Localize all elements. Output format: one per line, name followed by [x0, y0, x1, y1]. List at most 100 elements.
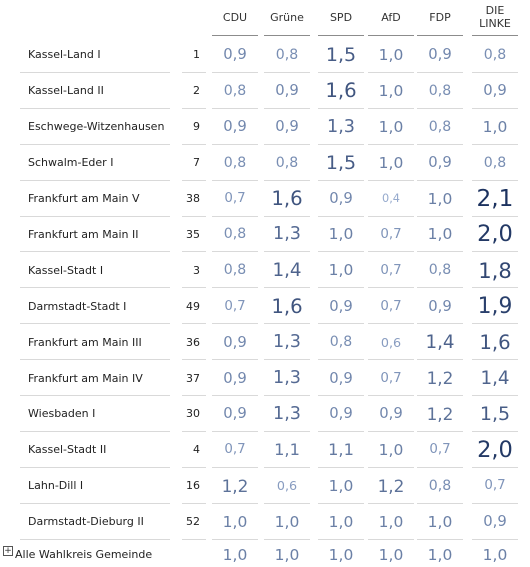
row-separator — [318, 144, 364, 145]
index-value: 1,0 — [328, 225, 354, 244]
row-separator — [212, 216, 258, 217]
index-value: 0,9 — [223, 369, 247, 387]
district-name[interactable]: Schwalm-Eder I — [28, 156, 114, 170]
total-value: 1,0 — [222, 545, 248, 564]
row-separator — [212, 395, 258, 396]
district-name[interactable]: Kassel-Land I — [28, 48, 101, 62]
index-value: 1,0 — [378, 440, 404, 459]
district-name[interactable]: Kassel-Stadt II — [28, 443, 107, 457]
index-value: 0,8 — [483, 154, 507, 171]
index-value: 1,8 — [478, 257, 512, 283]
row-separator — [368, 108, 414, 109]
header-underline — [417, 35, 463, 36]
total-value: 1,0 — [427, 545, 453, 564]
row-separator — [264, 323, 310, 324]
row-separator — [212, 108, 258, 109]
row-separator — [182, 395, 206, 396]
district-name[interactable]: Darmstadt-Dieburg II — [28, 515, 144, 529]
row-separator — [182, 72, 206, 73]
district-name[interactable]: Frankfurt am Main II — [28, 227, 139, 241]
index-value: 1,0 — [427, 225, 453, 244]
total-value: 1,0 — [328, 545, 354, 564]
row-separator — [472, 108, 518, 109]
index-value: 1,6 — [271, 294, 303, 318]
index-value: 1,0 — [427, 512, 453, 531]
row-separator — [472, 180, 518, 181]
row-separator — [368, 359, 414, 360]
district-number: 3 — [193, 263, 200, 277]
row-separator — [368, 251, 414, 252]
row-separator — [20, 323, 170, 324]
column-header: FDP — [429, 10, 451, 24]
row-separator — [318, 216, 364, 217]
row-separator — [20, 359, 170, 360]
index-value: 1,3 — [273, 224, 301, 245]
district-name[interactable]: Frankfurt am Main V — [28, 192, 140, 206]
index-value: 0,9 — [483, 82, 507, 100]
index-value: 1,0 — [378, 512, 404, 531]
district-name[interactable]: Kassel-Stadt I — [28, 263, 104, 277]
index-value: 1,6 — [271, 187, 303, 211]
index-value: 1,1 — [328, 440, 354, 460]
header-underline — [368, 35, 414, 36]
index-value: 0,6 — [276, 478, 298, 494]
row-separator — [417, 467, 463, 468]
row-separator — [264, 503, 310, 504]
index-value: 0,9 — [379, 405, 403, 423]
index-value: 0,9 — [223, 118, 247, 136]
row-separator — [472, 359, 518, 360]
index-value: 0,9 — [275, 82, 299, 100]
index-value: 1,0 — [482, 117, 508, 136]
row-separator — [368, 180, 414, 181]
expand-icon[interactable]: + — [3, 546, 13, 556]
index-value: 0,8 — [223, 154, 247, 171]
district-number: 36 — [186, 335, 200, 349]
index-value: 1,2 — [377, 475, 405, 496]
index-value: 2,1 — [476, 185, 514, 213]
row-separator — [472, 467, 518, 468]
row-separator — [417, 287, 463, 288]
index-value: 0,9 — [483, 513, 507, 531]
index-value: 0,7 — [380, 298, 402, 314]
district-name[interactable]: Darmstadt-Stadt I — [28, 299, 127, 313]
district-name[interactable]: Eschwege-Witzenhausen — [28, 120, 165, 134]
row-separator — [20, 287, 170, 288]
row-separator — [318, 323, 364, 324]
row-separator — [368, 395, 414, 396]
row-separator — [182, 503, 206, 504]
index-value: 1,0 — [378, 153, 404, 172]
row-separator — [318, 287, 364, 288]
row-separator — [212, 467, 258, 468]
row-separator — [318, 431, 364, 432]
index-value: 1,0 — [328, 512, 354, 531]
district-name[interactable]: Lahn-Dill I — [28, 479, 84, 493]
row-separator — [264, 251, 310, 252]
index-value: 0,9 — [329, 190, 353, 208]
row-separator — [318, 359, 364, 360]
row-separator — [212, 431, 258, 432]
district-name[interactable]: Frankfurt am Main IV — [28, 371, 143, 385]
row-separator — [264, 216, 310, 217]
index-value: 1,2 — [221, 475, 249, 496]
row-separator — [20, 216, 170, 217]
index-value: 0,9 — [223, 46, 247, 64]
district-name[interactable]: Wiesbaden I — [28, 407, 96, 421]
row-separator — [20, 503, 170, 504]
row-separator — [417, 180, 463, 181]
index-value: 0,9 — [275, 118, 299, 136]
row-separator — [182, 108, 206, 109]
row-separator — [318, 180, 364, 181]
district-name[interactable]: Frankfurt am Main III — [28, 335, 142, 349]
row-separator — [318, 539, 364, 540]
district-name[interactable]: Kassel-Land II — [28, 84, 104, 98]
row-separator — [212, 539, 258, 540]
column-header: SPD — [329, 10, 353, 24]
total-label[interactable]: Alle Wahlkreis Gemeinde — [15, 548, 153, 562]
row-separator — [182, 431, 206, 432]
row-separator — [318, 395, 364, 396]
index-value: 1,4 — [272, 259, 302, 281]
row-separator — [417, 216, 463, 217]
index-value: 0,8 — [223, 262, 247, 279]
row-separator — [212, 180, 258, 181]
row-separator — [20, 72, 170, 73]
